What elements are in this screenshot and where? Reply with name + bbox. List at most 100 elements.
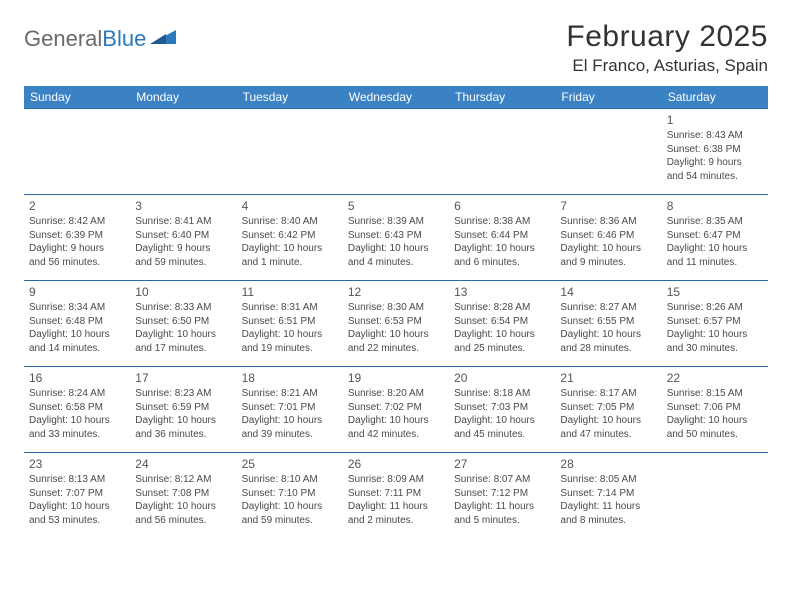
- daylight-line: Daylight: 10 hours: [560, 414, 656, 428]
- day-number: 8: [667, 198, 763, 214]
- daylight-line: Daylight: 10 hours: [560, 242, 656, 256]
- sunset-line: Sunset: 6:44 PM: [454, 229, 550, 243]
- sunset-line: Sunset: 6:38 PM: [667, 143, 763, 157]
- day-number: 21: [560, 370, 656, 386]
- sunset-line: Sunset: 6:55 PM: [560, 315, 656, 329]
- sunset-line: Sunset: 6:48 PM: [29, 315, 125, 329]
- sunrise-line: Sunrise: 8:34 AM: [29, 301, 125, 315]
- day-cell: 28Sunrise: 8:05 AMSunset: 7:14 PMDayligh…: [555, 453, 661, 539]
- week-row: 9Sunrise: 8:34 AMSunset: 6:48 PMDaylight…: [24, 281, 768, 367]
- day-cell: 14Sunrise: 8:27 AMSunset: 6:55 PMDayligh…: [555, 281, 661, 367]
- day-number: 25: [242, 456, 338, 472]
- day-header: Sunday: [24, 86, 130, 109]
- sunset-line: Sunset: 6:54 PM: [454, 315, 550, 329]
- day-number: 26: [348, 456, 444, 472]
- logo-triangle-icon: [150, 26, 176, 52]
- sunrise-line: Sunrise: 8:20 AM: [348, 387, 444, 401]
- week-row: 16Sunrise: 8:24 AMSunset: 6:58 PMDayligh…: [24, 367, 768, 453]
- day-cell: 22Sunrise: 8:15 AMSunset: 7:06 PMDayligh…: [662, 367, 768, 453]
- sunset-line: Sunset: 7:08 PM: [135, 487, 231, 501]
- daylight-line: Daylight: 10 hours: [348, 414, 444, 428]
- logo-text-blue: Blue: [102, 26, 146, 52]
- day-cell: 12Sunrise: 8:30 AMSunset: 6:53 PMDayligh…: [343, 281, 449, 367]
- logo: GeneralBlue: [24, 20, 176, 52]
- day-number: 6: [454, 198, 550, 214]
- daylight-line: Daylight: 10 hours: [135, 500, 231, 514]
- day-number: 20: [454, 370, 550, 386]
- daylight-line: Daylight: 10 hours: [242, 328, 338, 342]
- day-number: 23: [29, 456, 125, 472]
- week-row: 1Sunrise: 8:43 AMSunset: 6:38 PMDaylight…: [24, 109, 768, 195]
- sunset-line: Sunset: 7:03 PM: [454, 401, 550, 415]
- daylight-line: Daylight: 10 hours: [242, 500, 338, 514]
- location: El Franco, Asturias, Spain: [566, 56, 768, 76]
- sunrise-line: Sunrise: 8:43 AM: [667, 129, 763, 143]
- daylight-line: and 36 minutes.: [135, 428, 231, 442]
- sunrise-line: Sunrise: 8:30 AM: [348, 301, 444, 315]
- daylight-line: and 1 minute.: [242, 256, 338, 270]
- day-cell: 23Sunrise: 8:13 AMSunset: 7:07 PMDayligh…: [24, 453, 130, 539]
- sunrise-line: Sunrise: 8:15 AM: [667, 387, 763, 401]
- daylight-line: Daylight: 10 hours: [135, 414, 231, 428]
- title-block: February 2025 El Franco, Asturias, Spain: [566, 20, 768, 76]
- daylight-line: and 45 minutes.: [454, 428, 550, 442]
- daylight-line: and 19 minutes.: [242, 342, 338, 356]
- sunrise-line: Sunrise: 8:42 AM: [29, 215, 125, 229]
- daylight-line: and 6 minutes.: [454, 256, 550, 270]
- daylight-line: and 50 minutes.: [667, 428, 763, 442]
- daylight-line: and 47 minutes.: [560, 428, 656, 442]
- daylight-line: and 53 minutes.: [29, 514, 125, 528]
- day-cell: 26Sunrise: 8:09 AMSunset: 7:11 PMDayligh…: [343, 453, 449, 539]
- sunrise-line: Sunrise: 8:27 AM: [560, 301, 656, 315]
- sunset-line: Sunset: 6:47 PM: [667, 229, 763, 243]
- sunrise-line: Sunrise: 8:36 AM: [560, 215, 656, 229]
- sunset-line: Sunset: 7:02 PM: [348, 401, 444, 415]
- sunset-line: Sunset: 6:57 PM: [667, 315, 763, 329]
- daylight-line: and 56 minutes.: [29, 256, 125, 270]
- daylight-line: Daylight: 10 hours: [29, 414, 125, 428]
- day-cell: 2Sunrise: 8:42 AMSunset: 6:39 PMDaylight…: [24, 195, 130, 281]
- sunrise-line: Sunrise: 8:13 AM: [29, 473, 125, 487]
- daylight-line: Daylight: 9 hours: [667, 156, 763, 170]
- daylight-line: Daylight: 11 hours: [348, 500, 444, 514]
- daylight-line: and 22 minutes.: [348, 342, 444, 356]
- sunset-line: Sunset: 7:14 PM: [560, 487, 656, 501]
- day-number: 11: [242, 284, 338, 300]
- daylight-line: Daylight: 10 hours: [560, 328, 656, 342]
- sunset-line: Sunset: 7:12 PM: [454, 487, 550, 501]
- day-number: 17: [135, 370, 231, 386]
- sunrise-line: Sunrise: 8:05 AM: [560, 473, 656, 487]
- empty-cell: [130, 109, 236, 195]
- day-header: Tuesday: [237, 86, 343, 109]
- daylight-line: and 8 minutes.: [560, 514, 656, 528]
- day-number: 27: [454, 456, 550, 472]
- daylight-line: Daylight: 10 hours: [242, 242, 338, 256]
- empty-cell: [555, 109, 661, 195]
- sunset-line: Sunset: 6:43 PM: [348, 229, 444, 243]
- day-cell: 24Sunrise: 8:12 AMSunset: 7:08 PMDayligh…: [130, 453, 236, 539]
- header: GeneralBlue February 2025 El Franco, Ast…: [24, 20, 768, 76]
- day-cell: 18Sunrise: 8:21 AMSunset: 7:01 PMDayligh…: [237, 367, 343, 453]
- day-cell: 11Sunrise: 8:31 AMSunset: 6:51 PMDayligh…: [237, 281, 343, 367]
- daylight-line: and 30 minutes.: [667, 342, 763, 356]
- daylight-line: Daylight: 10 hours: [135, 328, 231, 342]
- daylight-line: Daylight: 11 hours: [454, 500, 550, 514]
- daylight-line: and 11 minutes.: [667, 256, 763, 270]
- day-number: 7: [560, 198, 656, 214]
- daylight-line: and 9 minutes.: [560, 256, 656, 270]
- sunset-line: Sunset: 6:42 PM: [242, 229, 338, 243]
- day-header: Wednesday: [343, 86, 449, 109]
- empty-cell: [662, 453, 768, 539]
- sunrise-line: Sunrise: 8:40 AM: [242, 215, 338, 229]
- day-cell: 10Sunrise: 8:33 AMSunset: 6:50 PMDayligh…: [130, 281, 236, 367]
- empty-cell: [237, 109, 343, 195]
- daylight-line: Daylight: 10 hours: [667, 242, 763, 256]
- day-number: 19: [348, 370, 444, 386]
- day-cell: 16Sunrise: 8:24 AMSunset: 6:58 PMDayligh…: [24, 367, 130, 453]
- sunrise-line: Sunrise: 8:35 AM: [667, 215, 763, 229]
- day-cell: 6Sunrise: 8:38 AMSunset: 6:44 PMDaylight…: [449, 195, 555, 281]
- daylight-line: and 17 minutes.: [135, 342, 231, 356]
- day-number: 14: [560, 284, 656, 300]
- day-number: 12: [348, 284, 444, 300]
- day-cell: 7Sunrise: 8:36 AMSunset: 6:46 PMDaylight…: [555, 195, 661, 281]
